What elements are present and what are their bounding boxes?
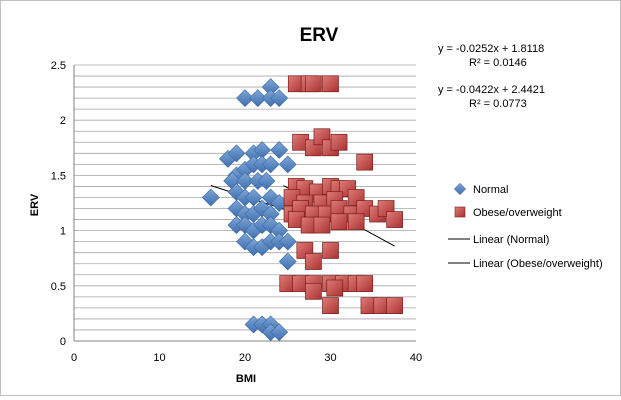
x-tick-label: 20 xyxy=(239,352,251,364)
x-tick-labels: 0 10 20 30 40 xyxy=(71,352,422,364)
point-obese xyxy=(305,75,322,93)
point-obese xyxy=(330,213,348,231)
axes xyxy=(73,65,416,342)
y-tick-label: 1.5 xyxy=(51,170,66,182)
data-points xyxy=(201,75,403,342)
legend-item-linear-obese: Linear (Obese/overweight) xyxy=(448,258,603,270)
legend-label-obese: Obese/overweight xyxy=(473,207,562,219)
point-normal xyxy=(270,194,289,212)
point-obese xyxy=(347,213,365,231)
legend-label-linear-obese: Linear (Obese/overweight) xyxy=(473,258,603,270)
trendline-equation-obese: y = -0.0422x + 2.4421 R² = 0.0773 xyxy=(438,84,545,110)
x-tick-label: 40 xyxy=(410,352,422,364)
point-normal xyxy=(261,205,280,223)
x-tick-label: 10 xyxy=(153,352,165,364)
point-obese xyxy=(356,275,374,292)
r-squared-obese: R² = 0.0773 xyxy=(469,98,527,110)
point-obese xyxy=(356,153,374,171)
point-normal xyxy=(201,188,220,207)
legend-item-normal: Normal xyxy=(453,182,508,196)
equation-obese: y = -0.0422x + 2.4421 xyxy=(438,84,545,96)
point-normal xyxy=(270,141,289,159)
chart-title: ERV xyxy=(300,25,339,46)
x-tick-label: 0 xyxy=(71,352,77,364)
legend-item-linear-normal: Linear (Normal) xyxy=(448,234,549,246)
x-tick-label: 30 xyxy=(324,352,336,364)
legend-label-linear-normal: Linear (Normal) xyxy=(473,234,549,246)
point-normal xyxy=(257,172,276,190)
equation-normal: y = -0.0252x + 1.8118 xyxy=(438,43,544,55)
point-normal xyxy=(236,89,254,108)
point-normal xyxy=(270,323,289,342)
y-tick-label: 2.5 xyxy=(51,60,66,72)
point-obese xyxy=(322,297,339,315)
point-normal xyxy=(236,172,254,190)
trendline-equation-normal: y = -0.0252x + 1.8118 R² = 0.0146 xyxy=(438,43,544,69)
point-obese xyxy=(305,253,322,270)
legend-marker-normal xyxy=(453,182,467,196)
y-tick-labels: 0 0.5 1 1.5 2 2.5 xyxy=(51,60,66,348)
point-normal xyxy=(261,78,280,96)
point-obese xyxy=(322,242,339,259)
y-tick-label: 0 xyxy=(60,336,66,348)
point-obese xyxy=(305,282,322,300)
point-normal xyxy=(248,89,267,108)
legend-item-obese: Obese/overweight xyxy=(454,206,562,219)
r-squared-normal: R² = 0.0146 xyxy=(469,57,527,69)
point-normal xyxy=(270,221,289,240)
point-obese xyxy=(326,279,344,297)
y-tick-label: 2 xyxy=(60,115,66,127)
point-obese xyxy=(330,133,348,151)
point-normal xyxy=(261,155,280,174)
point-obese xyxy=(313,216,331,234)
y-tick-label: 1 xyxy=(60,226,66,238)
legend: Normal Obese/overweight Linear (Normal) … xyxy=(448,182,603,270)
legend-label-normal: Normal xyxy=(473,184,508,196)
x-axis-label: BMI xyxy=(236,373,256,385)
point-normal xyxy=(278,232,297,251)
y-tick-label: 0.5 xyxy=(51,281,66,293)
y-axis-label: ERV xyxy=(29,193,41,216)
point-normal xyxy=(227,144,246,163)
point-obese xyxy=(386,297,403,315)
point-obese xyxy=(386,211,403,228)
point-normal xyxy=(244,188,263,207)
point-normal xyxy=(253,141,272,159)
point-normal xyxy=(278,252,297,271)
legend-marker-obese xyxy=(454,206,466,218)
point-obese xyxy=(322,75,339,93)
point-normal xyxy=(278,155,297,174)
point-normal xyxy=(270,89,289,108)
